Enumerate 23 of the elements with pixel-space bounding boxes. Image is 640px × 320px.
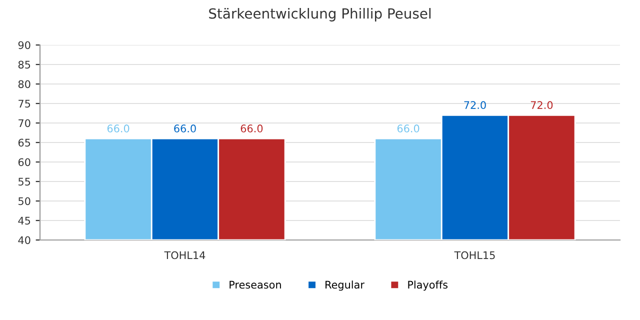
legend-label: Regular	[326, 280, 364, 291]
data-label: 66.0	[240, 124, 263, 132]
y-tick-label: 65	[18, 138, 30, 147]
y-tick-label: 55	[18, 178, 30, 186]
y-tick-label: 60	[18, 158, 30, 166]
y-tick-label: 70	[18, 119, 30, 128]
x-tick-label: TOHL15	[454, 251, 495, 260]
data-label: 66.0	[174, 124, 196, 132]
y-tick-label: 50	[18, 197, 30, 206]
y-tick-label: 80	[18, 80, 30, 88]
data-label: 72.0	[530, 101, 553, 110]
y-tick-label: 85	[18, 60, 30, 69]
y-tick-label: 45	[18, 216, 30, 225]
data-label: 66.0	[107, 124, 130, 132]
y-tick-label: 75	[18, 100, 30, 108]
x-tick-label: TOHL14	[164, 251, 206, 260]
data-label: 72.0	[464, 101, 486, 110]
y-tick-label: 40	[18, 236, 30, 244]
chart-title: Stärkeentwicklung Phillip Peusel	[209, 8, 431, 22]
y-tick-label: 90	[18, 41, 30, 50]
data-label: 66.0	[397, 124, 420, 132]
legend-label: Preseason	[230, 280, 281, 289]
legend-label: Playoffs	[408, 280, 448, 291]
